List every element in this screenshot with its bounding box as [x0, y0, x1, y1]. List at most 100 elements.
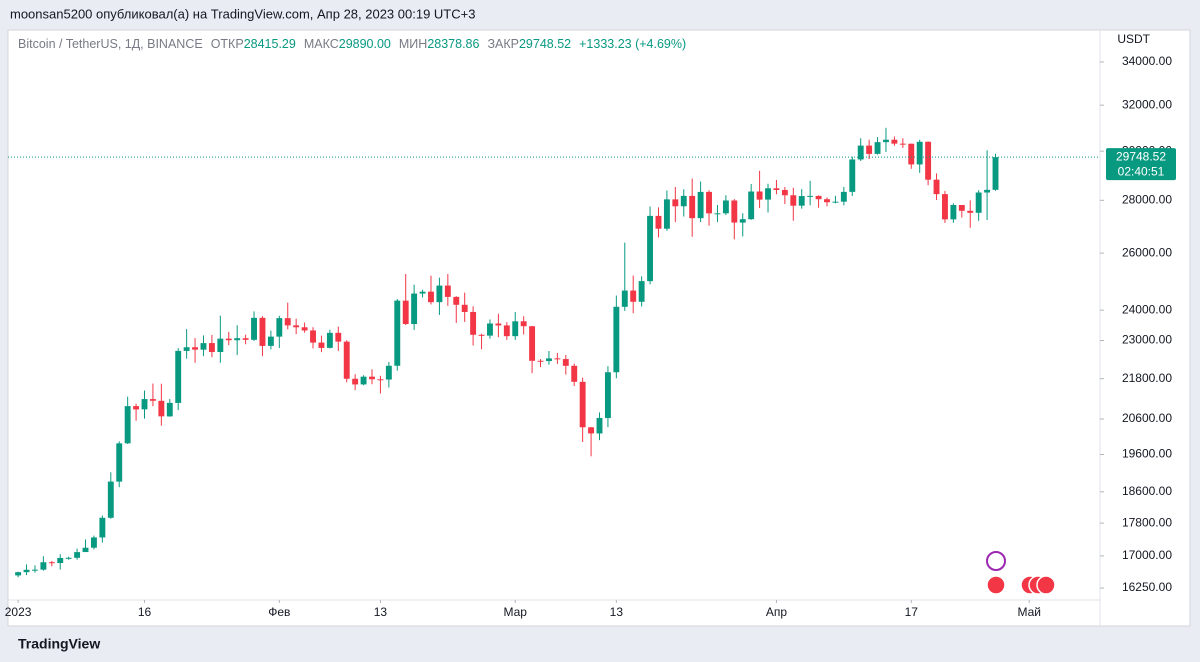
candle-body	[840, 191, 847, 202]
legend-open-label: ОТКР	[211, 37, 244, 51]
y-tick-label: 26000.00	[1122, 245, 1172, 259]
candle-body	[630, 290, 637, 302]
candle-body	[638, 281, 645, 302]
candle-body	[621, 290, 628, 307]
candle-body	[765, 188, 771, 200]
y-tick-label: 28000.00	[1122, 192, 1172, 206]
y-tick-label: 21800.00	[1122, 371, 1172, 385]
candle-body	[99, 517, 106, 538]
candle-body	[815, 195, 822, 200]
candle-body	[866, 145, 873, 154]
candle-body	[234, 338, 241, 341]
candle-body	[57, 557, 64, 564]
candle-body	[545, 358, 552, 362]
candle-body	[251, 317, 257, 340]
candle-body	[90, 537, 97, 548]
candle-body	[883, 139, 889, 143]
event-icon	[1036, 575, 1056, 595]
candle-body	[259, 317, 266, 346]
candle-body	[992, 157, 999, 190]
candle-body	[166, 402, 173, 417]
candle-body	[470, 311, 477, 335]
y-tick-label: 24000.00	[1122, 302, 1172, 316]
candle-body	[672, 199, 679, 207]
candle-body	[276, 318, 283, 337]
candle-body	[107, 481, 114, 518]
candle-body	[158, 400, 165, 417]
y-axis-label: USDT	[1117, 32, 1150, 46]
chart-area	[7, 29, 1191, 627]
legend-low-label: МИН	[399, 37, 427, 51]
candle-body	[790, 195, 797, 206]
candle-body	[647, 215, 654, 282]
candle-body	[714, 213, 721, 215]
candle-body	[663, 199, 670, 229]
candle-body	[773, 188, 780, 190]
candle-body	[613, 306, 620, 373]
candle-body	[175, 350, 182, 403]
y-tick-label: 18600.00	[1122, 484, 1172, 498]
candle-body	[655, 215, 662, 229]
candle-body	[756, 191, 763, 200]
candle-body	[208, 343, 215, 352]
candle-body	[284, 318, 291, 326]
legend-open: 28415.29	[244, 37, 296, 51]
candle-body	[192, 347, 199, 350]
last-price-box	[1106, 148, 1176, 181]
candle-body	[40, 562, 47, 570]
x-tick-label: Май	[1017, 605, 1041, 619]
candle-body	[529, 326, 536, 361]
candle-body	[369, 376, 375, 380]
candle-body	[975, 192, 982, 213]
x-tick-label: 13	[610, 605, 624, 619]
candle-body	[908, 143, 915, 165]
candle-body	[74, 552, 81, 558]
candle-body	[65, 557, 72, 559]
candle-body	[689, 195, 696, 219]
candle-body	[748, 191, 755, 220]
candle-body	[141, 399, 148, 410]
candle-body	[933, 179, 940, 195]
candle-body	[950, 204, 957, 220]
candle-body	[310, 330, 316, 343]
candle-body	[604, 372, 611, 419]
candle-body	[925, 141, 932, 180]
footer-brand: TradingView	[18, 636, 100, 652]
candle-body	[824, 199, 830, 203]
legend-symbol: Bitcoin / TetherUS, 1Д, BINANCE	[18, 37, 203, 51]
candle-body	[891, 139, 898, 144]
x-tick-label: 16	[138, 605, 152, 619]
candle-body	[377, 379, 384, 381]
candle-body	[82, 547, 89, 553]
candle-body	[722, 200, 729, 214]
candle-body	[478, 334, 485, 336]
candle-body	[335, 332, 342, 342]
candle-body	[487, 323, 493, 336]
y-tick-label: 19600.00	[1122, 447, 1172, 461]
candle-body	[436, 285, 443, 303]
legend-low: 28378.86	[427, 37, 479, 51]
candle-body	[495, 323, 502, 326]
x-tick-label: Мар	[503, 605, 527, 619]
candle-body	[444, 285, 451, 297]
candle-body	[562, 359, 569, 366]
event-icon	[986, 575, 1006, 595]
candle-body	[48, 562, 55, 564]
candle-body	[200, 343, 207, 350]
candle-body	[394, 300, 401, 366]
candle-body	[798, 196, 805, 206]
candle-body	[428, 291, 434, 303]
candle-body	[385, 365, 392, 380]
candle-body	[537, 360, 544, 362]
candle-body	[942, 194, 948, 220]
candle-body	[984, 189, 991, 193]
x-tick-label: Апр	[766, 605, 788, 619]
legend-high: 29890.00	[339, 37, 391, 51]
candle-body	[781, 189, 788, 196]
candle-body	[916, 141, 923, 165]
candle-body	[293, 325, 300, 328]
candle-body	[731, 200, 738, 223]
y-tick-label: 16250.00	[1122, 580, 1172, 594]
y-tick-label: 23000.00	[1122, 333, 1172, 347]
